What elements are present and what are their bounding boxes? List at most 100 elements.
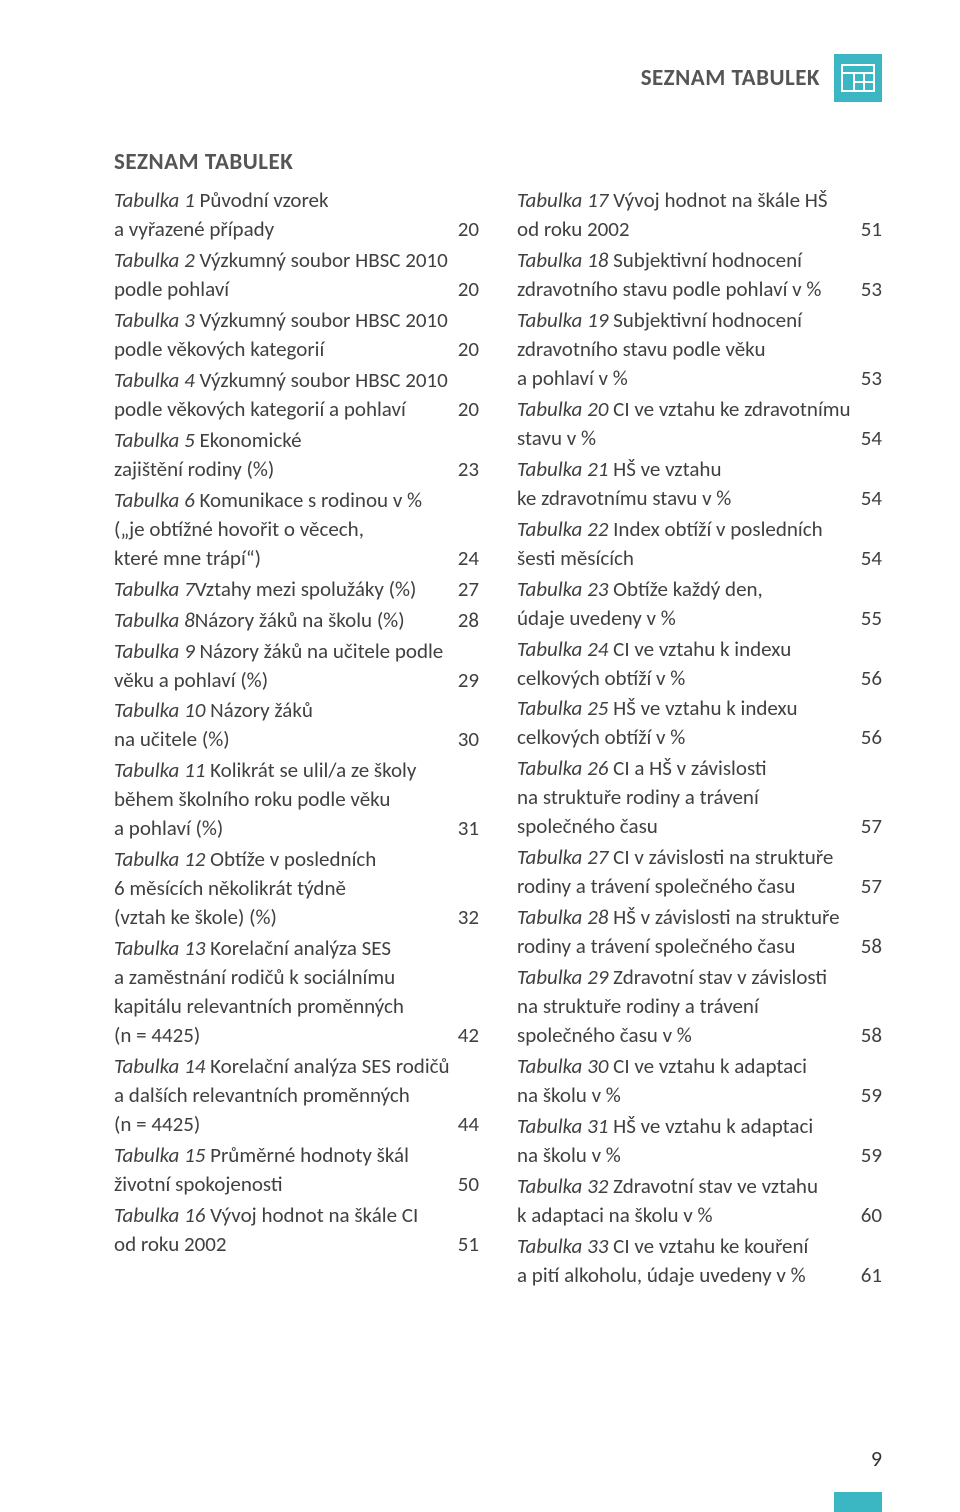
entry-text: Vývoj hodnot na škále CI [205,1202,418,1228]
entry-text: údaje uvedeny v % [517,604,676,633]
entry-text: ke zdravotnímu stavu v % [517,484,731,513]
entry-page: 61 [855,1261,882,1290]
entry-text: šesti měsících [517,544,634,573]
entry-label: Tabulka 12 [114,846,205,872]
entry-page: 44 [452,1110,479,1139]
entry-label: Tabulka 30 [517,1053,608,1079]
entry-text: (n = 4425) [114,1021,200,1050]
entry-text: CI ve vztahu k indexu [608,636,791,662]
entry-label: Tabulka 10 [114,697,205,723]
entry-text: HŠ v závislosti na struktuře [608,904,839,930]
entry-label: Tabulka 19 [517,307,608,333]
entry-text: Názory žáků na učitele podle [195,638,444,664]
entry-page: 59 [855,1081,882,1110]
entry-text: HŠ ve vztahu [608,456,721,482]
entry-text: Názory žáků [205,697,313,723]
entry-text: CI ve vztahu ke zdravotnímu [608,396,850,422]
toc-entry: Tabulka 13 Korelační analýza SESa zaměst… [114,934,479,1050]
entry-page: 55 [855,604,882,633]
entry-label: Tabulka 7 [114,575,195,604]
entry-text: stavu v % [517,424,596,453]
entry-text: Obtíže v posledních [205,846,376,872]
entry-text: a pohlaví (%) [114,814,223,843]
entry-page: 53 [855,275,882,304]
toc-entry: Tabulka 10 Názory žákůna učitele (%)30 [114,696,479,754]
section-title: SEZNAM TABULEK [114,148,882,176]
entry-page: 20 [452,335,479,364]
entry-text: na struktuře rodiny a trávení [517,993,759,1019]
entry-page: 57 [855,812,882,841]
entry-page: 28 [452,606,479,635]
entry-page: 51 [855,215,882,244]
entry-page: 27 [452,575,479,604]
entry-page: 58 [855,1021,882,1050]
entry-text: a pití alkoholu, údaje uvedeny v % [517,1261,806,1290]
entry-text: CI ve vztahu k adaptaci [608,1053,807,1079]
entry-page: 56 [855,664,882,693]
entry-label: Tabulka 25 [517,695,608,721]
entry-label: Tabulka 2 [114,247,195,273]
entry-text: HŠ ve vztahu k indexu [608,695,797,721]
entry-text: Vývoj hodnot na škále HŠ [608,187,827,213]
entry-label: Tabulka 15 [114,1142,205,1168]
entry-page: 51 [452,1230,479,1259]
entry-label: Tabulka 18 [517,247,608,273]
toc-entry: Tabulka 28 HŠ v závislosti na struktuřer… [517,903,882,961]
toc-entry: Tabulka 25 HŠ ve vztahu k indexucelkovýc… [517,694,882,752]
entry-label: Tabulka 28 [517,904,608,930]
toc-entry: Tabulka 29 Zdravotní stav v závislosti na… [517,963,882,1050]
toc-entry: Tabulka 2 Výzkumný soubor HBSC 2010podle… [114,246,479,304]
entry-label: Tabulka 3 [114,307,195,333]
entry-label: Tabulka 21 [517,456,608,482]
entry-label: Tabulka 11 [114,757,205,783]
entry-text: během školního roku podle věku [114,786,390,812]
entry-text: HŠ ve vztahu k adaptaci [608,1113,813,1139]
entry-text: a pohlaví v % [517,364,628,393]
entry-text: Komunikace s rodinou v % [195,487,422,513]
toc-entry: Tabulka 9 Názory žáků na učitele podlevě… [114,637,479,695]
right-column: Tabulka 17 Vývoj hodnot na škále HŠod ro… [517,186,882,1292]
entry-label: Tabulka 13 [114,935,205,961]
entry-text: kapitálu relevantních proměnných [114,993,404,1019]
entry-text: životní spokojenosti [114,1170,283,1199]
entry-page: 20 [452,275,479,304]
entry-label: Tabulka 5 [114,427,195,453]
entry-label: Tabulka 22 [517,516,608,542]
entry-text: na školu v % [517,1081,621,1110]
toc-entry: Tabulka 4 Výzkumný soubor HBSC 2010podle… [114,366,479,424]
toc-entry: Tabulka 18 Subjektivní hodnocenízdravotn… [517,246,882,304]
entry-text: Zdravotní stav v závislosti [608,964,827,990]
entry-page: 24 [452,544,479,573]
entry-text: celkových obtíží v % [517,723,685,752]
entry-page: 50 [452,1170,479,1199]
entry-text: Původní vzorek [195,187,329,213]
entry-text: Zdravotní stav ve vztahu [608,1173,818,1199]
entry-text: („je obtížné hovořit o věcech, [114,516,364,542]
entry-text: zdravotního stavu podle věku [517,336,766,362]
toc-entry: Tabulka 7 Vztahy mezi spolužáky (%)27 [114,575,479,604]
entry-label: Tabulka 27 [517,844,608,870]
entry-page: 58 [855,932,882,961]
entry-label: Tabulka 31 [517,1113,608,1139]
entry-page: 59 [855,1141,882,1170]
entry-label: Tabulka 16 [114,1202,205,1228]
entry-text: celkových obtíží v % [517,664,685,693]
entry-page: 53 [855,364,882,393]
entry-page: 20 [452,395,479,424]
entry-page: 23 [452,455,479,484]
table-icon [834,54,882,102]
entry-page: 54 [855,544,882,573]
toc-entry: Tabulka 14 Korelační analýza SES rodičůa… [114,1052,479,1139]
header-title: SEZNAM TABULEK [641,64,820,92]
entry-text: a vyřazené případy [114,215,274,244]
entry-page: 30 [452,725,479,754]
entry-text: Kolikrát se ulil/a ze školy [205,757,416,783]
entry-label: Tabulka 29 [517,964,608,990]
toc-entry: Tabulka 17 Vývoj hodnot na škále HŠod ro… [517,186,882,244]
entry-page: 42 [452,1021,479,1050]
entry-label: Tabulka 1 [114,187,195,213]
entry-text: rodiny a trávení společného času [517,872,795,901]
toc-entry: Tabulka 20 CI ve vztahu ke zdravotnímust… [517,395,882,453]
header-row: SEZNAM TABULEK [114,54,882,102]
entry-text: k adaptaci na školu v % [517,1201,712,1230]
